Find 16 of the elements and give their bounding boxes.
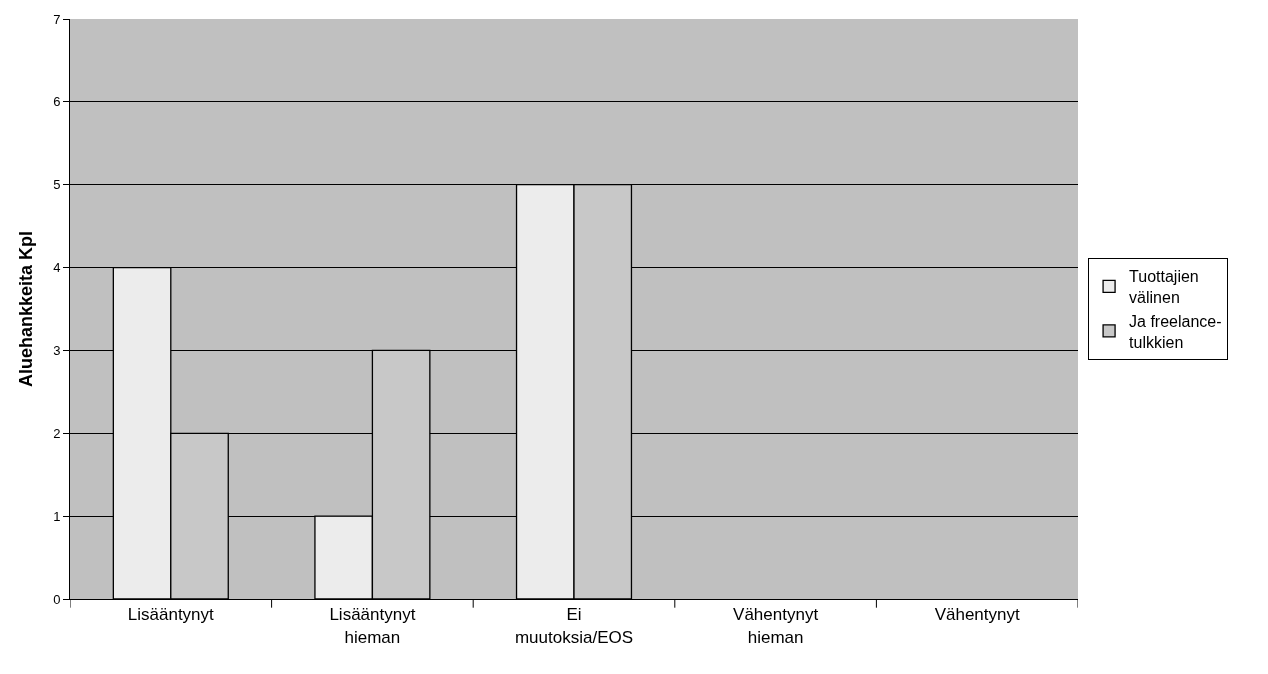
y-tick-label: 5	[53, 177, 61, 193]
x-tick-label: Lisääntynyt hieman	[329, 605, 416, 647]
x-tick-label: Vähentynyt hieman	[733, 605, 819, 647]
y-axis-title: Aluehankkeita Kpl	[16, 230, 37, 388]
legend-label: Ja freelance-tulkkien	[1129, 312, 1222, 351]
x-tick-label: Vähentynyt	[934, 605, 1020, 625]
y-tick-label: 6	[53, 94, 61, 110]
y-tick-label: 0	[53, 591, 61, 607]
y-tick-label: 3	[53, 342, 61, 358]
y-tick-label: 4	[53, 260, 61, 276]
y-tick-label: 7	[53, 11, 61, 27]
y-tick-label: 1	[53, 508, 61, 524]
y-tick-label: 2	[53, 425, 61, 441]
x-tick-label: Lisääntynyt	[127, 605, 215, 625]
x-tick-label: Ei muutoksia/EOS	[514, 605, 634, 647]
legend-label: Tuottajien välinen	[1129, 268, 1199, 306]
